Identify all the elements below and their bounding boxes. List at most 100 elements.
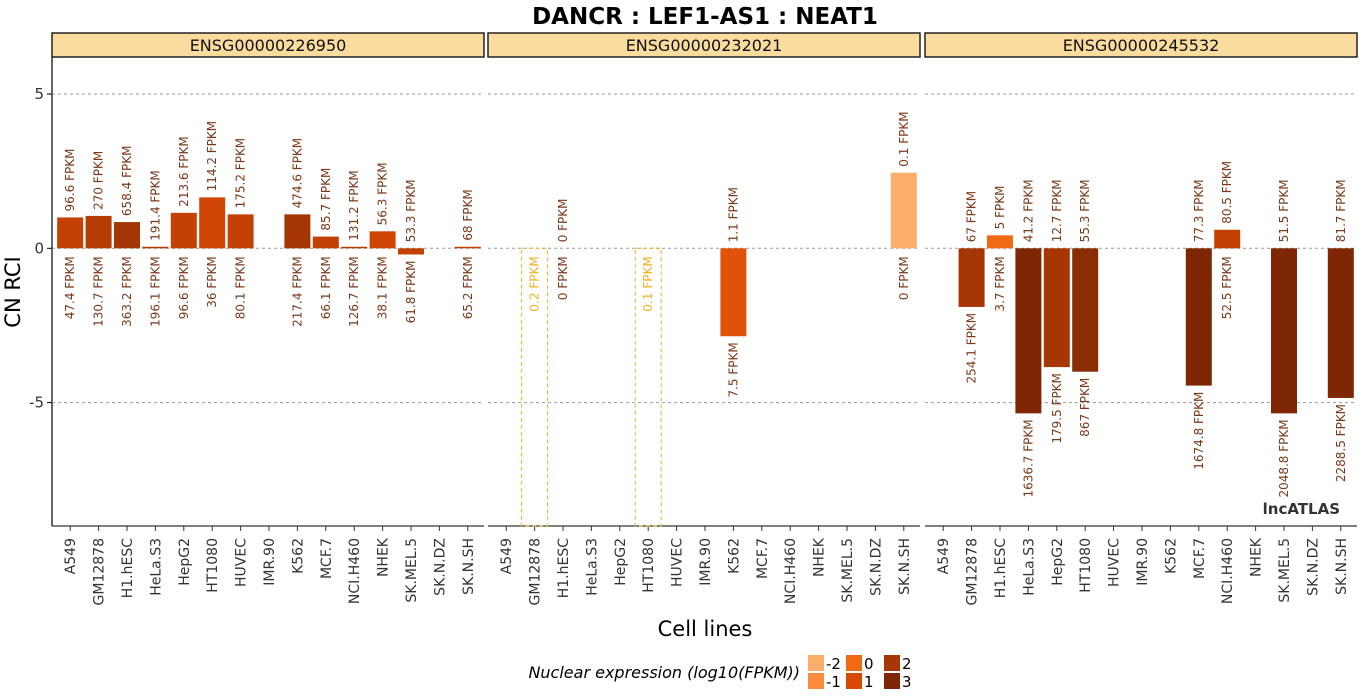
x-tick-label: HeLa.S3 bbox=[148, 538, 164, 596]
legend-title: Nuclear expression (log10(FPKM)) bbox=[528, 663, 800, 682]
bar bbox=[890, 172, 917, 249]
panels: ENSG00000226950 A549 96.6 FPKM 47.4 FPKM GM1… bbox=[51, 32, 1358, 605]
bar-label-bottom: 0.1 FPKM bbox=[641, 256, 655, 311]
bar-label-bottom: 0.2 FPKM bbox=[528, 256, 542, 311]
legend-swatch bbox=[884, 655, 900, 671]
x-tick-label: HepG2 bbox=[613, 538, 629, 586]
x-tick-label: HUVEC bbox=[670, 538, 686, 587]
y-axis-label: CN RCI bbox=[1, 256, 25, 327]
legend-swatch bbox=[846, 673, 862, 689]
panel-3: ENSG00000245532 A549 GM12878 67 FPKM 254.1 F… bbox=[924, 32, 1358, 605]
bar-label-bottom: 80.1 FPKM bbox=[234, 256, 248, 319]
bar bbox=[521, 247, 549, 527]
x-tick-label: IMR.90 bbox=[1135, 538, 1151, 586]
bar-label-bottom: 61.8 FPKM bbox=[404, 260, 418, 323]
x-tick-label: IMR.90 bbox=[698, 538, 714, 586]
x-tick-label: NHEK bbox=[376, 537, 392, 577]
bar bbox=[398, 248, 424, 255]
bar-label-bottom: 2048.8 FPKM bbox=[1277, 419, 1291, 497]
panel-strip bbox=[487, 32, 921, 58]
legend: Nuclear expression (log10(FPKM)) -2-1 01 2… bbox=[528, 655, 912, 691]
bar bbox=[227, 214, 254, 249]
bar bbox=[170, 212, 197, 249]
bar bbox=[1214, 229, 1241, 249]
panel-strip-label: ENSG00000245532 bbox=[1063, 36, 1220, 55]
bar-label-bottom: 217.4 FPKM bbox=[290, 256, 304, 327]
bar-label-bottom: 867 FPKM bbox=[1078, 378, 1092, 437]
bar-label-bottom: 38.1 FPKM bbox=[376, 256, 390, 319]
legend-label: 2 bbox=[902, 655, 912, 673]
legend-swatch bbox=[808, 673, 824, 689]
legend-swatch bbox=[846, 655, 862, 671]
bar bbox=[1271, 248, 1297, 414]
bar-label-bottom: 254.1 FPKM bbox=[965, 313, 979, 384]
bar bbox=[454, 246, 481, 249]
y-tick-label: 0 bbox=[34, 239, 44, 257]
x-tick-label: SK.MEL.5 bbox=[840, 538, 856, 603]
x-tick-label: K562 bbox=[1163, 538, 1179, 574]
bar-label-bottom: 0 FPKM bbox=[897, 256, 911, 300]
bar-label-bottom: 52.5 FPKM bbox=[1220, 256, 1234, 319]
bar bbox=[341, 246, 368, 249]
x-tick-label: A549 bbox=[499, 538, 515, 574]
x-tick-label: A549 bbox=[63, 538, 79, 574]
bar-label-top: 77.3 FPKM bbox=[1192, 179, 1206, 242]
panel-strip-label: ENSG00000232021 bbox=[626, 36, 783, 55]
bar-label-top: 658.4 FPKM bbox=[120, 146, 134, 217]
bar bbox=[1043, 248, 1070, 368]
bar-label-bottom: 65.2 FPKM bbox=[461, 256, 475, 319]
x-tick-label: HT1080 bbox=[641, 538, 657, 593]
bar-label-top: 213.6 FPKM bbox=[177, 136, 191, 207]
bar-label-top: 51.5 FPKM bbox=[1277, 179, 1291, 242]
x-tick-label: GM12878 bbox=[92, 538, 108, 605]
x-tick-label: SK.N.DZ bbox=[432, 538, 448, 596]
bar-label-bottom: 196.1 FPKM bbox=[148, 256, 162, 327]
bar-label-top: 53.3 FPKM bbox=[404, 179, 418, 242]
bar bbox=[284, 214, 311, 249]
x-tick-label: HeLa.S3 bbox=[584, 538, 600, 596]
bar-label-top: 0.1 FPKM bbox=[897, 111, 911, 166]
legend-label: -2 bbox=[826, 655, 841, 673]
bar-label-bottom: 96.6 FPKM bbox=[177, 256, 191, 319]
x-tick-label: HUVEC bbox=[1107, 538, 1123, 587]
bar-label-top: 114.2 FPKM bbox=[205, 121, 219, 192]
x-tick-label: GM12878 bbox=[528, 538, 544, 605]
bar-label-top: 56.3 FPKM bbox=[376, 162, 390, 225]
bar-label-bottom: 66.1 FPKM bbox=[319, 256, 333, 319]
x-tick-label: H1.hESC bbox=[993, 538, 1009, 598]
x-tick-label: HT1080 bbox=[205, 538, 221, 593]
panel-strip bbox=[924, 32, 1358, 58]
bar-label-bottom: 1674.8 FPKM bbox=[1192, 392, 1206, 470]
bar-label-top: 41.2 FPKM bbox=[1021, 179, 1035, 242]
bar-label-top: 68 FPKM bbox=[461, 189, 475, 240]
bar bbox=[142, 246, 169, 249]
x-tick-label: H1.hESC bbox=[556, 538, 572, 598]
bar bbox=[114, 222, 140, 249]
legend-label: 1 bbox=[864, 673, 874, 691]
bar-label-bottom: 36 FPKM bbox=[205, 256, 219, 307]
lncatlas-watermark: lncATLAS bbox=[1263, 500, 1340, 518]
bar-label-bottom: 7.5 FPKM bbox=[726, 342, 740, 397]
x-tick-label: HUVEC bbox=[234, 538, 250, 587]
x-tick-label: MCF.7 bbox=[755, 538, 771, 579]
x-tick-label: MCF.7 bbox=[1192, 538, 1208, 579]
x-tick-label: MCF.7 bbox=[319, 538, 335, 579]
bar-label-top: 80.5 FPKM bbox=[1220, 161, 1234, 224]
panel-strip-label: ENSG00000226950 bbox=[190, 36, 347, 55]
bar-label-bottom: 126.7 FPKM bbox=[347, 256, 361, 327]
x-tick-label: SK.MEL.5 bbox=[1277, 538, 1293, 603]
bar-label-top: 131.2 FPKM bbox=[347, 170, 361, 241]
bar bbox=[369, 231, 396, 249]
bar-label-top: 0 FPKM bbox=[556, 198, 570, 242]
x-axis-label: Cell lines bbox=[658, 617, 753, 641]
bar bbox=[1072, 248, 1099, 372]
bar bbox=[57, 217, 84, 249]
bar-label-top: 12.7 FPKM bbox=[1050, 179, 1064, 242]
bar-label-bottom: 179.5 FPKM bbox=[1050, 373, 1064, 444]
bar bbox=[634, 247, 662, 527]
legend-label: 0 bbox=[864, 655, 874, 673]
bar bbox=[987, 235, 1013, 249]
bar bbox=[958, 248, 985, 307]
